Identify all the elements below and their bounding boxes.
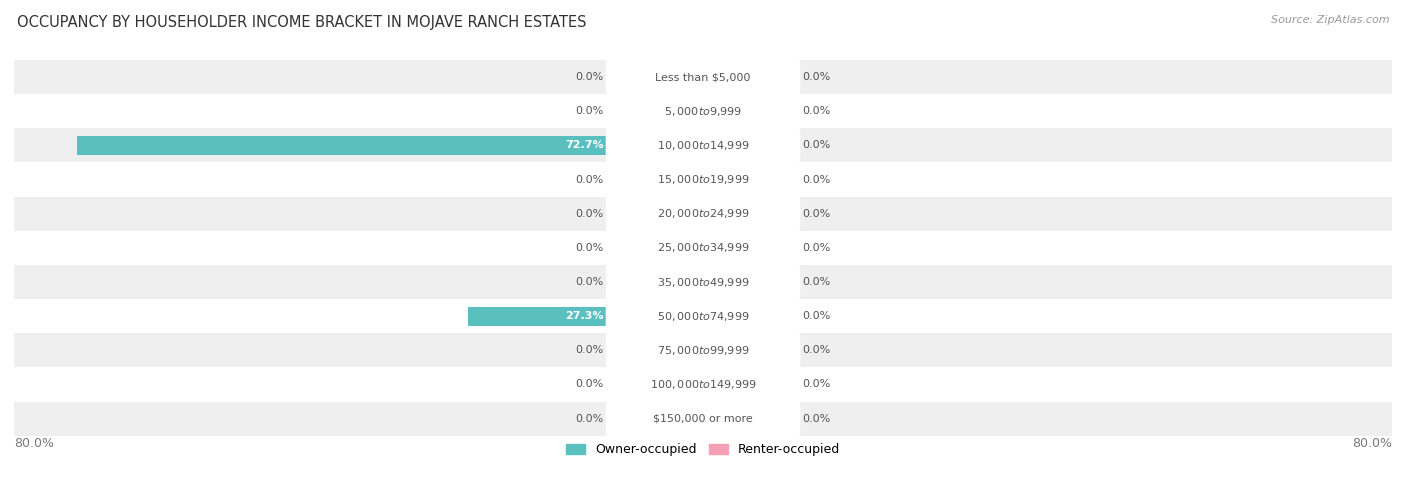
Text: 80.0%: 80.0% [14, 437, 53, 451]
Bar [14, 197, 1392, 231]
FancyBboxPatch shape [606, 365, 800, 404]
Text: 0.0%: 0.0% [801, 208, 831, 219]
Bar [468, 307, 703, 326]
Text: Source: ZipAtlas.com: Source: ZipAtlas.com [1271, 15, 1389, 25]
Bar [703, 68, 747, 87]
Text: 0.0%: 0.0% [801, 72, 831, 82]
Text: 0.0%: 0.0% [575, 72, 605, 82]
Text: $150,000 or more: $150,000 or more [654, 414, 752, 424]
Bar [703, 409, 747, 428]
Text: 0.0%: 0.0% [801, 243, 831, 253]
Bar [14, 128, 1392, 162]
Bar [14, 401, 1392, 435]
Bar [14, 60, 1392, 94]
Bar [659, 239, 703, 257]
Text: 0.0%: 0.0% [801, 380, 831, 389]
FancyBboxPatch shape [606, 194, 800, 233]
Text: 0.0%: 0.0% [575, 243, 605, 253]
Bar [14, 299, 1392, 333]
Bar [14, 231, 1392, 265]
Bar [77, 136, 703, 155]
Bar [703, 375, 747, 394]
Text: 0.0%: 0.0% [575, 277, 605, 287]
Bar [703, 102, 747, 121]
Bar [703, 273, 747, 292]
Bar [703, 136, 747, 155]
Text: 0.0%: 0.0% [801, 174, 831, 185]
Text: $5,000 to $9,999: $5,000 to $9,999 [664, 105, 742, 118]
Legend: Owner-occupied, Renter-occupied: Owner-occupied, Renter-occupied [561, 438, 845, 462]
Text: 0.0%: 0.0% [575, 380, 605, 389]
FancyBboxPatch shape [606, 160, 800, 199]
Text: 0.0%: 0.0% [575, 106, 605, 116]
Text: $10,000 to $14,999: $10,000 to $14,999 [657, 139, 749, 152]
Bar [14, 265, 1392, 299]
FancyBboxPatch shape [606, 331, 800, 369]
Text: Less than $5,000: Less than $5,000 [655, 72, 751, 82]
Text: $100,000 to $149,999: $100,000 to $149,999 [650, 378, 756, 391]
Text: 0.0%: 0.0% [801, 346, 831, 355]
Bar [14, 162, 1392, 197]
Bar [703, 307, 747, 326]
Bar [703, 204, 747, 223]
Text: 0.0%: 0.0% [801, 311, 831, 321]
Text: 0.0%: 0.0% [801, 140, 831, 150]
Text: 0.0%: 0.0% [575, 174, 605, 185]
Bar [659, 375, 703, 394]
Text: $25,000 to $34,999: $25,000 to $34,999 [657, 242, 749, 254]
Text: 27.3%: 27.3% [565, 311, 605, 321]
Bar [659, 68, 703, 87]
Text: $50,000 to $74,999: $50,000 to $74,999 [657, 310, 749, 323]
Bar [703, 239, 747, 257]
Bar [703, 341, 747, 360]
Bar [659, 409, 703, 428]
Text: $15,000 to $19,999: $15,000 to $19,999 [657, 173, 749, 186]
Text: 0.0%: 0.0% [801, 277, 831, 287]
Bar [659, 341, 703, 360]
FancyBboxPatch shape [606, 126, 800, 165]
Bar [14, 367, 1392, 401]
Text: 0.0%: 0.0% [801, 106, 831, 116]
FancyBboxPatch shape [606, 92, 800, 130]
Bar [14, 94, 1392, 128]
FancyBboxPatch shape [606, 297, 800, 335]
FancyBboxPatch shape [606, 399, 800, 438]
Text: $75,000 to $99,999: $75,000 to $99,999 [657, 344, 749, 357]
Bar [659, 204, 703, 223]
Text: 0.0%: 0.0% [801, 414, 831, 424]
FancyBboxPatch shape [606, 263, 800, 301]
Text: $20,000 to $24,999: $20,000 to $24,999 [657, 207, 749, 220]
Bar [659, 102, 703, 121]
Text: 0.0%: 0.0% [575, 208, 605, 219]
FancyBboxPatch shape [606, 58, 800, 96]
Bar [14, 333, 1392, 367]
FancyBboxPatch shape [606, 229, 800, 267]
Text: 0.0%: 0.0% [575, 346, 605, 355]
Text: 80.0%: 80.0% [1353, 437, 1392, 451]
Text: 72.7%: 72.7% [565, 140, 605, 150]
Bar [659, 170, 703, 189]
Text: 0.0%: 0.0% [575, 414, 605, 424]
Text: OCCUPANCY BY HOUSEHOLDER INCOME BRACKET IN MOJAVE RANCH ESTATES: OCCUPANCY BY HOUSEHOLDER INCOME BRACKET … [17, 15, 586, 30]
Text: $35,000 to $49,999: $35,000 to $49,999 [657, 276, 749, 289]
Bar [659, 273, 703, 292]
Bar [703, 170, 747, 189]
